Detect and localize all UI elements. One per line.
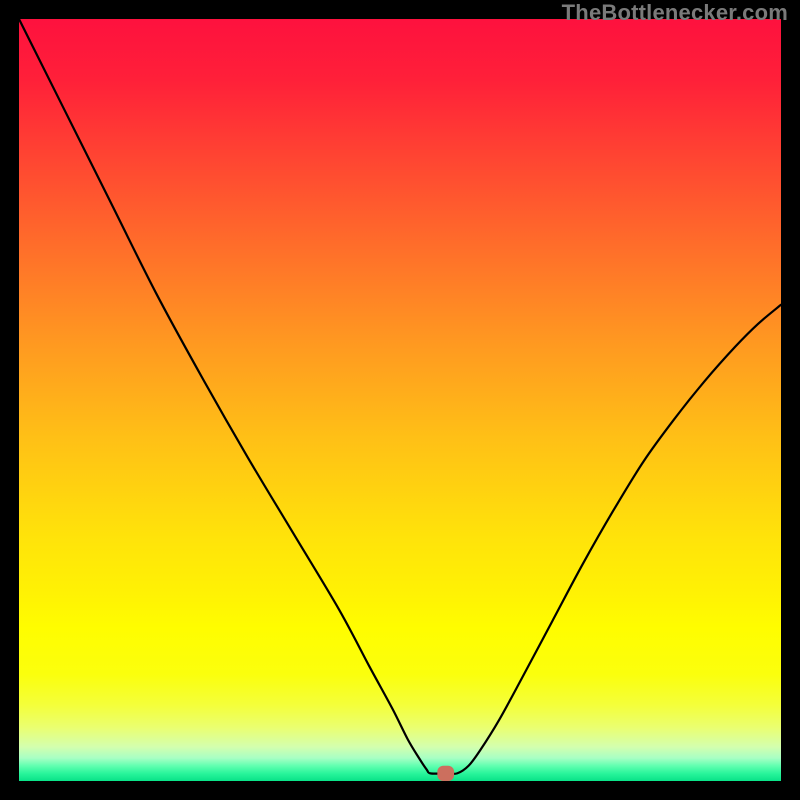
optimal-marker	[437, 766, 454, 781]
chart-frame: TheBottlenecker.com	[0, 0, 800, 800]
plot-svg	[19, 19, 781, 781]
watermark-text: TheBottlenecker.com	[562, 0, 788, 26]
plot-area	[19, 19, 781, 781]
plot-background	[19, 19, 781, 781]
